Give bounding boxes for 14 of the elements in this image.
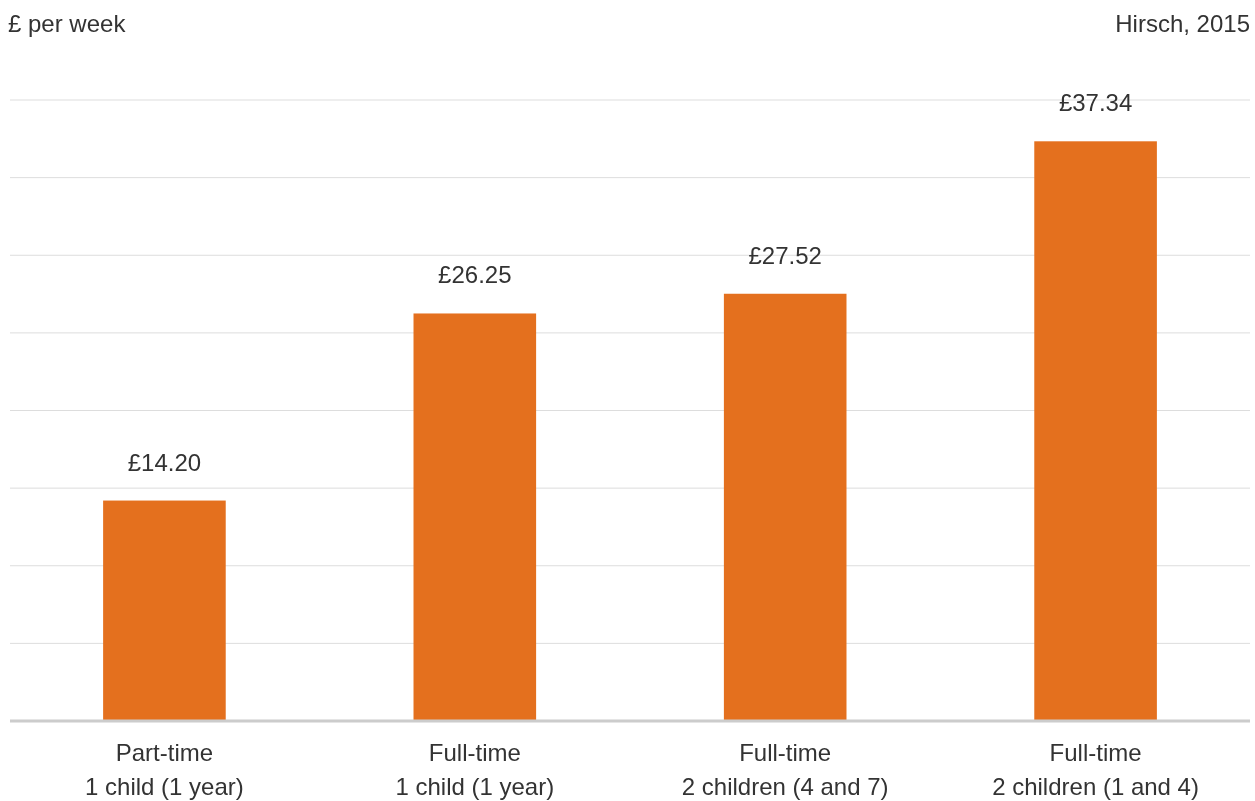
data-label: £26.25 (438, 261, 512, 289)
bar (413, 313, 537, 721)
x-tick-label: Full-time 2 children (1 and 4) (992, 739, 1199, 800)
data-label: £27.52 (748, 241, 822, 269)
data-label: £37.34 (1058, 89, 1133, 117)
data-label: £14.20 (127, 448, 202, 476)
x-tick-label: Full-time 2 children (4 and 7) (681, 739, 889, 800)
bar (103, 500, 226, 721)
x-tick-label: Full-time 1 child (1 year) (395, 739, 555, 800)
x-tick-label: Part-time 1 child (1 year) (85, 739, 244, 800)
y-axis-title: £ per week (8, 10, 127, 37)
text: Hirsch, 2015 (1115, 10, 1250, 37)
bar (723, 293, 847, 721)
bar (1034, 141, 1157, 721)
